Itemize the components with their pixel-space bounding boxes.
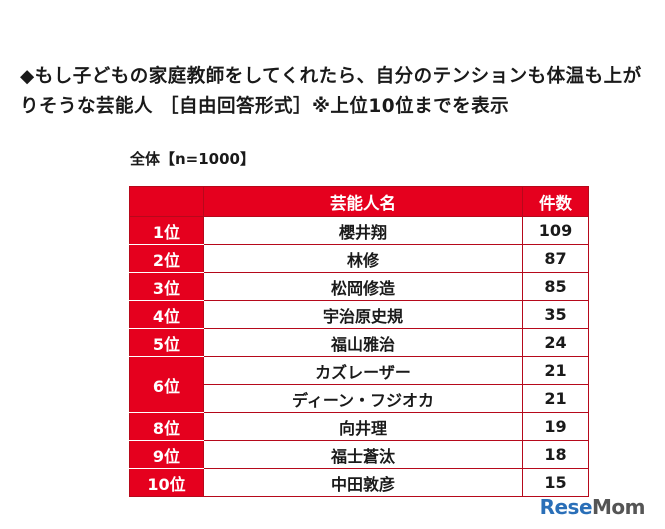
table-row: ディーン・フジオカ 21: [130, 384, 589, 413]
rank-cell: 9位: [129, 440, 204, 469]
rank-cell: 10位: [129, 468, 204, 497]
count-cell: 19: [522, 412, 589, 441]
logo-text-a: Rese: [539, 495, 593, 519]
rank-cell: 2位: [129, 244, 204, 273]
count-cell: 18: [522, 440, 589, 469]
table-row: 2位 林修 87: [129, 244, 589, 273]
name-cell: 櫻井翔: [203, 216, 523, 245]
table-row: 5位 福山雅治 24: [129, 328, 589, 357]
name-cell: 向井理: [203, 412, 523, 441]
rank-cell: 6位: [129, 356, 204, 413]
rank-cell: 5位: [129, 328, 204, 357]
page-title: ◆もし子どもの家庭教師をしてくれたら、自分のテンションも体温も上がりそうな芸能人…: [20, 66, 642, 117]
table-row: 9位 福士蒼汰 18: [129, 440, 589, 469]
resemom-logo: ReseMom: [539, 495, 646, 519]
count-cell: 24: [522, 328, 589, 357]
header-rank: [129, 186, 204, 217]
name-cell: 松岡修造: [203, 272, 523, 301]
count-cell: 15: [522, 468, 589, 497]
name-cell: 中田敦彦: [203, 468, 523, 497]
count-cell: 87: [522, 244, 589, 273]
name-cell: ディーン・フジオカ: [203, 384, 523, 413]
name-cell: 宇治原史規: [203, 300, 523, 329]
header-name: 芸能人名: [203, 186, 523, 217]
header-count: 件数: [522, 186, 589, 217]
table-row: 4位 宇治原史規 35: [129, 300, 589, 329]
table-row: 6位 カズレーザー 21: [129, 356, 589, 413]
name-cell: 福山雅治: [203, 328, 523, 357]
rank-cell: 8位: [129, 412, 204, 441]
table-row: 3位 松岡修造 85: [129, 272, 589, 301]
count-cell: 109: [522, 216, 589, 245]
ranking-table: 芸能人名 件数 1位 櫻井翔 109 2位 林修 87 3位 松岡修造 85 4…: [129, 186, 589, 497]
table-header-row: 芸能人名 件数: [129, 186, 589, 217]
count-cell: 35: [522, 300, 589, 329]
name-cell: 福士蒼汰: [203, 440, 523, 469]
table-row: 10位 中田敦彦 15: [129, 468, 589, 497]
rank-cell: 4位: [129, 300, 204, 329]
logo-text-b: Mom: [592, 495, 645, 519]
count-cell: 85: [522, 272, 589, 301]
name-cell: 林修: [203, 244, 523, 273]
count-cell: 21: [522, 356, 589, 385]
rank-cell: 3位: [129, 272, 204, 301]
table-row: 8位 向井理 19: [129, 412, 589, 441]
count-cell: 21: [522, 384, 589, 413]
name-cell: カズレーザー: [203, 356, 523, 385]
sample-size-label: 全体【n=1000】: [130, 150, 255, 168]
rank-cell: 1位: [129, 216, 204, 245]
table-row: 1位 櫻井翔 109: [129, 216, 589, 245]
